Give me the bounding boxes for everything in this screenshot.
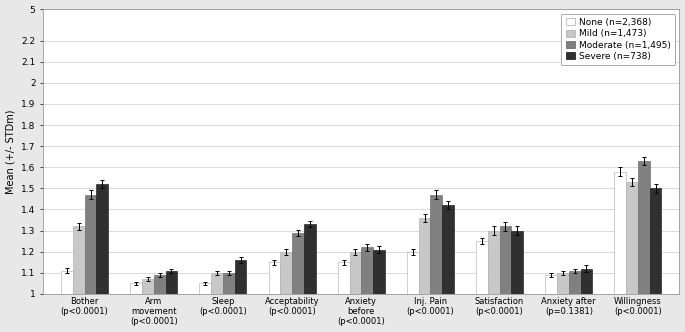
Bar <box>499 226 512 294</box>
Bar <box>488 231 499 294</box>
Bar <box>443 205 454 294</box>
Bar <box>373 250 385 294</box>
Y-axis label: Mean (+/- STDm): Mean (+/- STDm) <box>5 109 16 194</box>
Bar <box>61 271 73 294</box>
Bar <box>97 184 108 294</box>
Bar <box>569 271 581 294</box>
Bar <box>154 275 166 294</box>
Legend: None (n=2,368), Mild (n=1,473), Moderate (n=1,495), Severe (n=738): None (n=2,368), Mild (n=1,473), Moderate… <box>562 14 675 65</box>
Bar <box>142 279 154 294</box>
Bar <box>304 224 316 294</box>
Bar <box>614 172 626 294</box>
Bar <box>280 252 292 294</box>
Bar <box>292 233 304 294</box>
Bar <box>85 195 97 294</box>
Bar <box>338 262 349 294</box>
Bar <box>545 275 557 294</box>
Bar <box>557 273 569 294</box>
Bar <box>211 273 223 294</box>
Bar <box>430 195 443 294</box>
Bar <box>73 226 85 294</box>
Bar <box>407 252 419 294</box>
Bar <box>476 241 488 294</box>
Bar <box>166 271 177 294</box>
Bar <box>649 188 662 294</box>
Bar <box>349 252 361 294</box>
Bar <box>638 161 649 294</box>
Bar <box>361 247 373 294</box>
Bar <box>199 283 211 294</box>
Bar <box>581 269 593 294</box>
Bar <box>419 218 430 294</box>
Bar <box>223 273 235 294</box>
Bar <box>512 231 523 294</box>
Bar <box>235 260 247 294</box>
Bar <box>269 262 280 294</box>
Bar <box>130 283 142 294</box>
Bar <box>626 182 638 294</box>
